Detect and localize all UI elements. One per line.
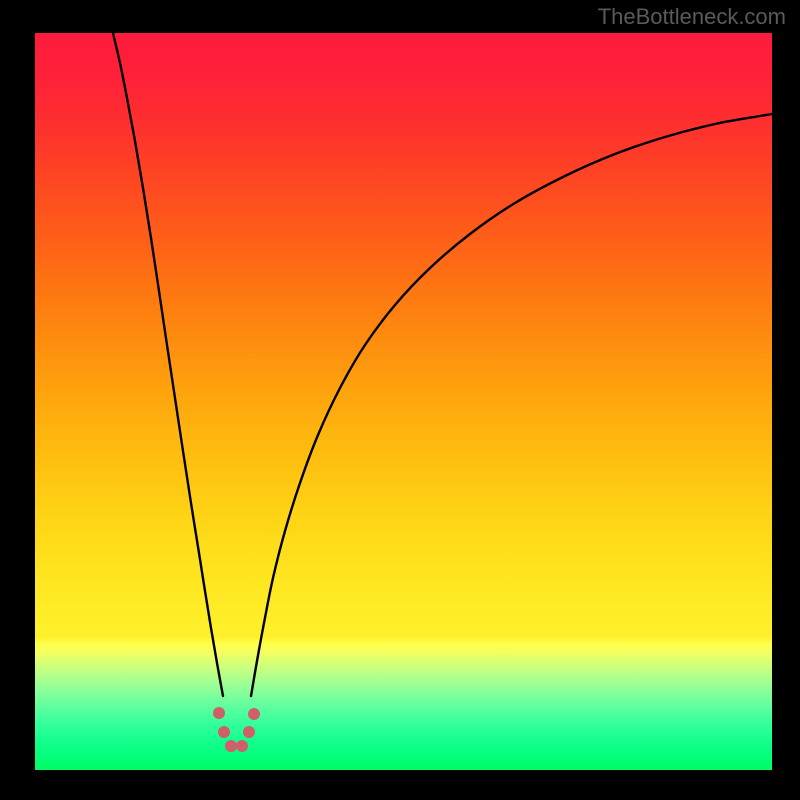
bottleneck-marker xyxy=(248,708,260,720)
watermark-text: TheBottleneck.com xyxy=(598,4,786,30)
chart-container: TheBottleneck.com xyxy=(0,0,800,800)
bottleneck-marker xyxy=(218,726,230,738)
bottleneck-marker xyxy=(225,740,237,752)
bottleneck-chart xyxy=(0,0,800,800)
bottleneck-marker xyxy=(243,726,255,738)
bottleneck-marker xyxy=(236,740,248,752)
bottleneck-marker xyxy=(213,707,225,719)
plot-area-gradient xyxy=(35,33,772,770)
